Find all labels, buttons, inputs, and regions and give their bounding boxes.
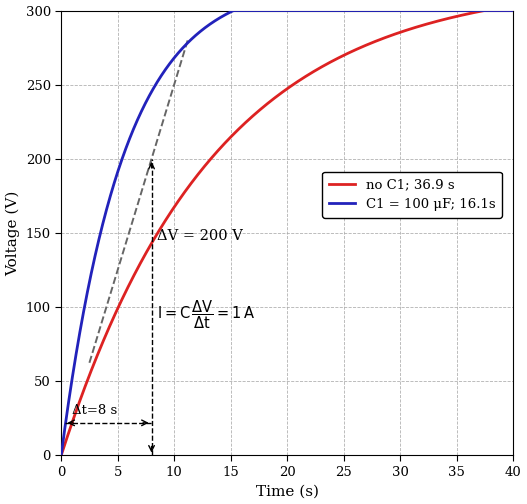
no C1; 36.9 s [510,8,516,14]
C1 = 100 μF; 16.1s [273,8,279,14]
C1 = 100 μF; 16.1s [386,8,393,14]
Text: Δt=8 s: Δt=8 s [73,405,118,417]
Line: C1 = 100 μF; 16.1s: C1 = 100 μF; 16.1s [61,11,513,456]
C1 = 100 μF; 16.1s [474,8,480,14]
Y-axis label: Voltage (V): Voltage (V) [6,191,20,276]
Text: $\mathrm{I = C\,\dfrac{\Delta V}{\Delta t} = 1\,A}$: $\mathrm{I = C\,\dfrac{\Delta V}{\Delta … [157,298,256,331]
C1 = 100 μF; 16.1s [251,8,258,14]
X-axis label: Time (s): Time (s) [256,484,319,498]
C1 = 100 μF; 16.1s [58,453,64,459]
no C1; 36.9 s [386,33,393,39]
no C1; 36.9 s [272,94,279,100]
Legend: no C1; 36.9 s, C1 = 100 μF; 16.1s: no C1; 36.9 s, C1 = 100 μF; 16.1s [322,172,502,218]
Text: ΔV = 200 V: ΔV = 200 V [157,229,243,243]
no C1; 36.9 s [496,8,502,14]
C1 = 100 μF; 16.1s [510,8,516,14]
C1 = 100 μF; 16.1s [496,8,502,14]
no C1; 36.9 s [481,8,487,14]
C1 = 100 μF; 16.1s [248,8,255,14]
C1 = 100 μF; 16.1s [230,8,237,14]
no C1; 36.9 s [474,9,480,15]
no C1; 36.9 s [58,453,64,459]
Line: no C1; 36.9 s: no C1; 36.9 s [61,11,513,456]
no C1; 36.9 s [251,111,258,117]
no C1; 36.9 s [248,114,254,120]
